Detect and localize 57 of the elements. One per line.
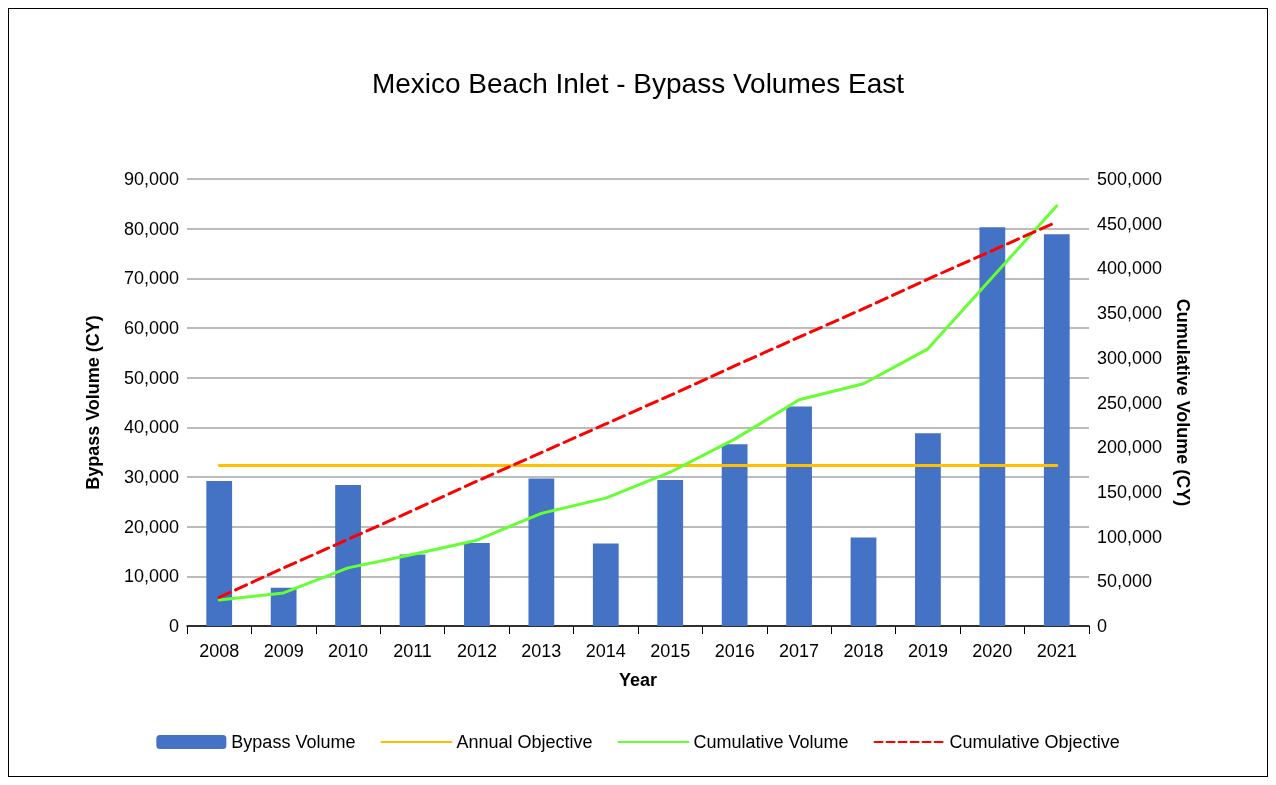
x-tick-label: 2017 — [779, 641, 820, 661]
y-tick-label: 60,000 — [123, 318, 179, 338]
bar — [464, 543, 490, 626]
x-axis-title: Year — [618, 670, 658, 690]
y2-tick-label: 150,000 — [1097, 481, 1163, 502]
x-tick-label: 2009 — [263, 641, 304, 661]
x-tick-label: 2008 — [199, 641, 240, 661]
bar — [206, 480, 233, 626]
bar — [592, 543, 619, 626]
x-tick-label: 2012 — [456, 641, 497, 661]
x-tick-label: 2015 — [650, 641, 691, 661]
legend-label: Bypass Volume — [231, 732, 356, 752]
bar — [721, 444, 748, 626]
x-tick-label: 2013 — [521, 641, 562, 661]
bar — [979, 227, 1006, 626]
y2-tick-label: 250,000 — [1097, 392, 1163, 413]
legend-label: Cumulative Objective — [949, 732, 1120, 752]
y2-tick-label: 450,000 — [1097, 213, 1163, 234]
bar — [850, 537, 877, 626]
y-tick-label: 10,000 — [123, 566, 179, 587]
y2-tick-label: 50,000 — [1097, 571, 1153, 592]
y-tick-label: 70,000 — [123, 268, 179, 289]
y2-tick-label: 350,000 — [1097, 303, 1163, 324]
y-tick-label: 50,000 — [123, 367, 179, 388]
bar — [528, 478, 555, 626]
y-tick-label: 0 — [168, 616, 179, 636]
bar — [399, 554, 426, 626]
y-tick-label: 40,000 — [123, 417, 179, 438]
y-tick-label: 80,000 — [123, 218, 179, 239]
bar — [335, 484, 361, 626]
x-tick-label: 2020 — [972, 641, 1013, 661]
x-tick-label: 2021 — [1036, 641, 1077, 661]
x-tick-label: 2014 — [585, 641, 626, 661]
bar — [657, 479, 684, 626]
x-tick-label: 2018 — [843, 641, 884, 661]
y-tick-label: 30,000 — [123, 467, 179, 487]
y2-tick-label: 200,000 — [1097, 437, 1163, 458]
x-tick-label: 2011 — [393, 641, 432, 661]
y2-tick-label: 100,000 — [1097, 526, 1163, 547]
y2-axis-title: Cumulative Volume (CY) — [1173, 298, 1193, 507]
bar — [915, 433, 941, 626]
y2-tick-label: 0 — [1097, 616, 1108, 636]
y-tick-label: 90,000 — [123, 169, 179, 189]
bar — [786, 406, 812, 626]
legend-label: Cumulative Volume — [693, 732, 849, 752]
y2-tick-label: 500,000 — [1097, 169, 1163, 189]
y-axis-title: Bypass Volume (CY) — [83, 315, 103, 490]
y-tick-label: 20,000 — [123, 516, 179, 537]
y2-tick-label: 300,000 — [1097, 347, 1163, 368]
x-tick-label: 2010 — [328, 641, 369, 661]
legend-label: Annual Objective — [456, 732, 593, 752]
bar — [1043, 234, 1070, 626]
x-tick-label: 2016 — [714, 641, 755, 661]
bar — [270, 587, 297, 626]
y2-tick-label: 400,000 — [1097, 258, 1163, 279]
chart-title: Mexico Beach Inlet - Bypass Volumes East — [371, 67, 905, 99]
x-tick-label: 2019 — [907, 641, 948, 661]
